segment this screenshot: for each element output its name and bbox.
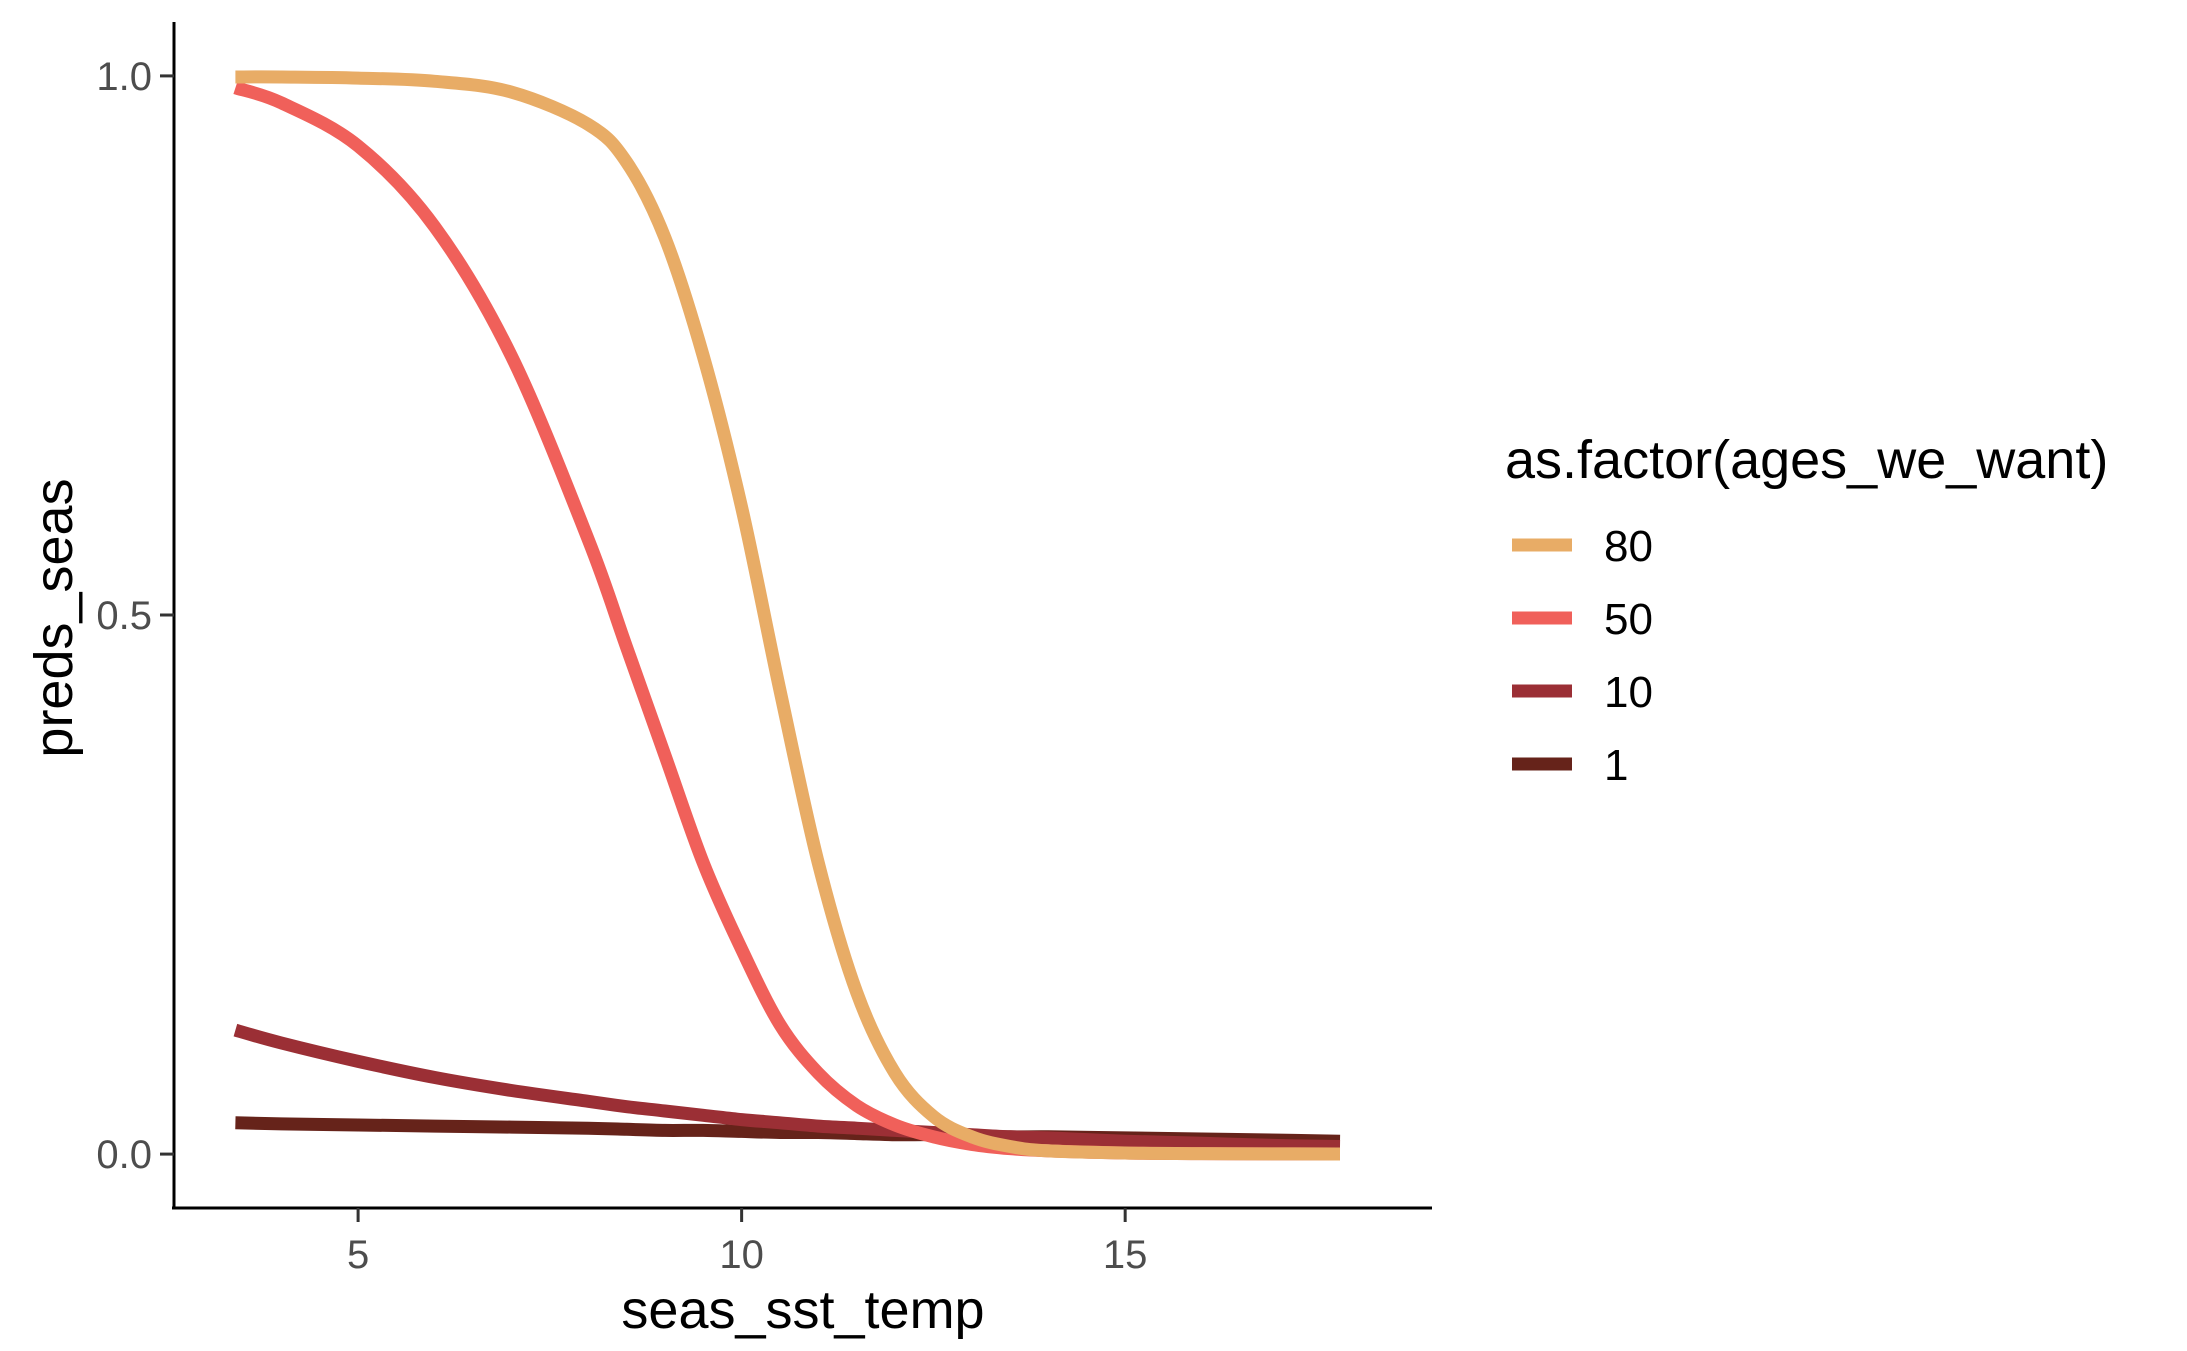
x-tick-label: 5: [347, 1233, 369, 1277]
legend-label-1: 1: [1604, 741, 1628, 790]
legend-title: as.factor(ages_we_want): [1505, 430, 2108, 490]
y-axis-title: preds_seas: [24, 478, 84, 757]
legend: as.factor(ages_we_want) 80 50 10 1: [1505, 430, 2108, 790]
legend-label-50: 50: [1604, 595, 1653, 644]
x-axis-title: seas_sst_temp: [621, 1280, 984, 1340]
y-tick-label: 0.5: [96, 594, 152, 638]
y-ticks: 0.0 0.5 1.0: [96, 55, 174, 1177]
x-tick-label: 10: [719, 1233, 764, 1277]
series-line-10: [233, 1023, 1341, 1153]
y-tick-label: 0.0: [96, 1133, 152, 1177]
legend-label-80: 80: [1604, 522, 1653, 571]
series-layer: [233, 70, 1341, 1161]
legend-items: 80 50 10 1: [1512, 522, 1653, 790]
legend-label-10: 10: [1604, 668, 1653, 717]
x-ticks: 5 10 15: [347, 1208, 1147, 1277]
panel: 5 10 15 0.0 0.5 1.0: [96, 22, 1432, 1277]
series-line-50: [233, 81, 1341, 1161]
y-tick-label: 1.0: [96, 55, 152, 99]
x-tick-label: 15: [1103, 1233, 1148, 1277]
series-line-80: [235, 70, 1341, 1161]
